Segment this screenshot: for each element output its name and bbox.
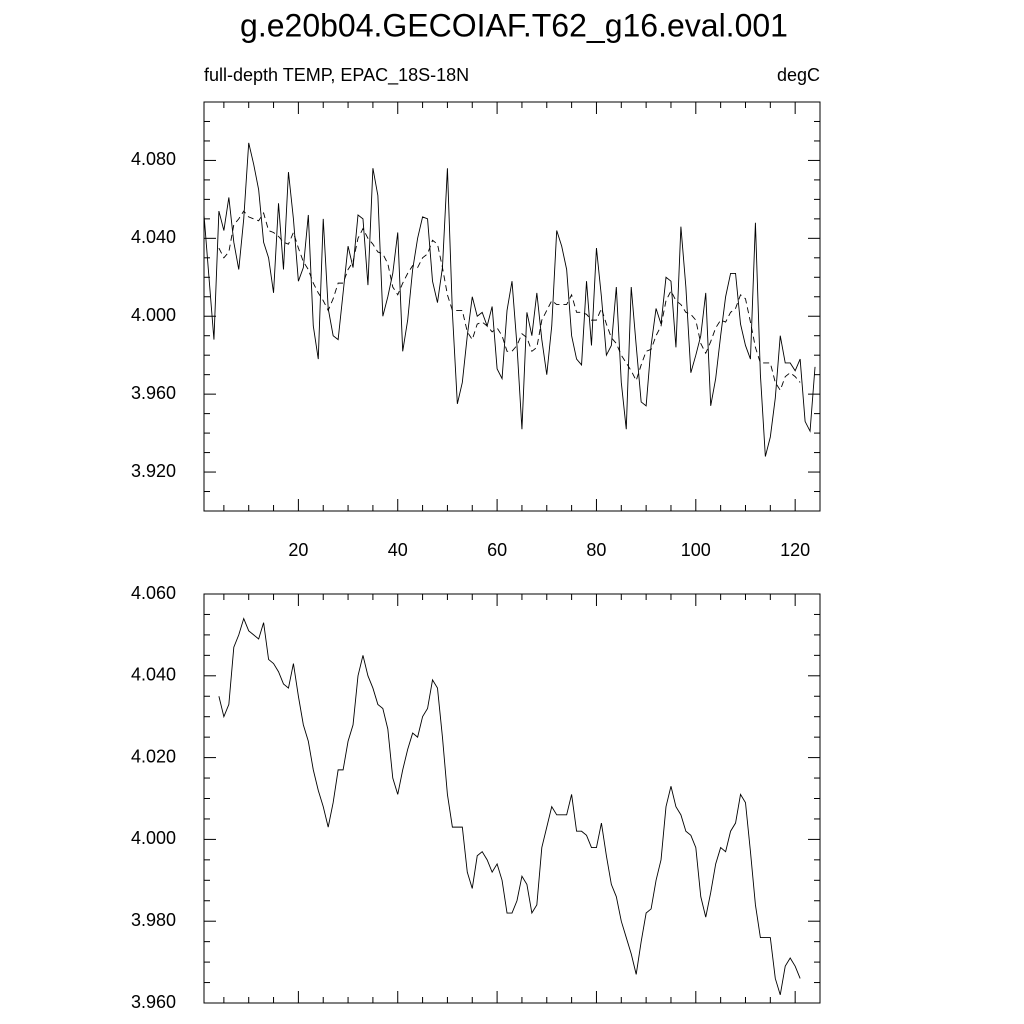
- subtitle: full-depth TEMP, EPAC_18S-18N: [204, 65, 469, 86]
- y-tick-label: 4.000: [131, 828, 176, 848]
- y-tick-label: 4.080: [131, 149, 176, 169]
- x-tick-label: 40: [388, 540, 408, 560]
- y-tick-label: 4.040: [131, 665, 176, 685]
- data-line: [203, 142, 816, 457]
- plot-frame: [203, 593, 821, 1004]
- y-tick-label: 4.040: [131, 227, 176, 247]
- y-tick-label: 3.960: [131, 992, 176, 1012]
- x-tick-label: 60: [487, 540, 507, 560]
- figure-title: g.e20b04.GECOIAF.T62_g16.eval.001: [240, 7, 788, 43]
- y-tick-label: 3.980: [131, 910, 176, 930]
- y-tick-label: 4.000: [131, 305, 176, 325]
- y-tick-label: 4.060: [131, 583, 176, 603]
- data-line: [218, 210, 801, 392]
- data-line: [218, 617, 801, 995]
- units-label: degC: [777, 65, 820, 85]
- x-tick-label: 120: [780, 540, 810, 560]
- y-tick-label: 3.960: [131, 383, 176, 403]
- x-tick-label: 100: [681, 540, 711, 560]
- x-tick-label: 20: [288, 540, 308, 560]
- plot-frame: [203, 101, 821, 512]
- y-tick-label: 4.020: [131, 746, 176, 766]
- x-tick-label: 80: [586, 540, 606, 560]
- y-tick-label: 3.920: [131, 461, 176, 481]
